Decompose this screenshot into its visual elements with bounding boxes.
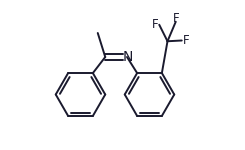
Text: F: F [152, 18, 158, 30]
Text: F: F [173, 12, 180, 24]
Text: N: N [122, 50, 133, 64]
Text: F: F [183, 34, 190, 47]
